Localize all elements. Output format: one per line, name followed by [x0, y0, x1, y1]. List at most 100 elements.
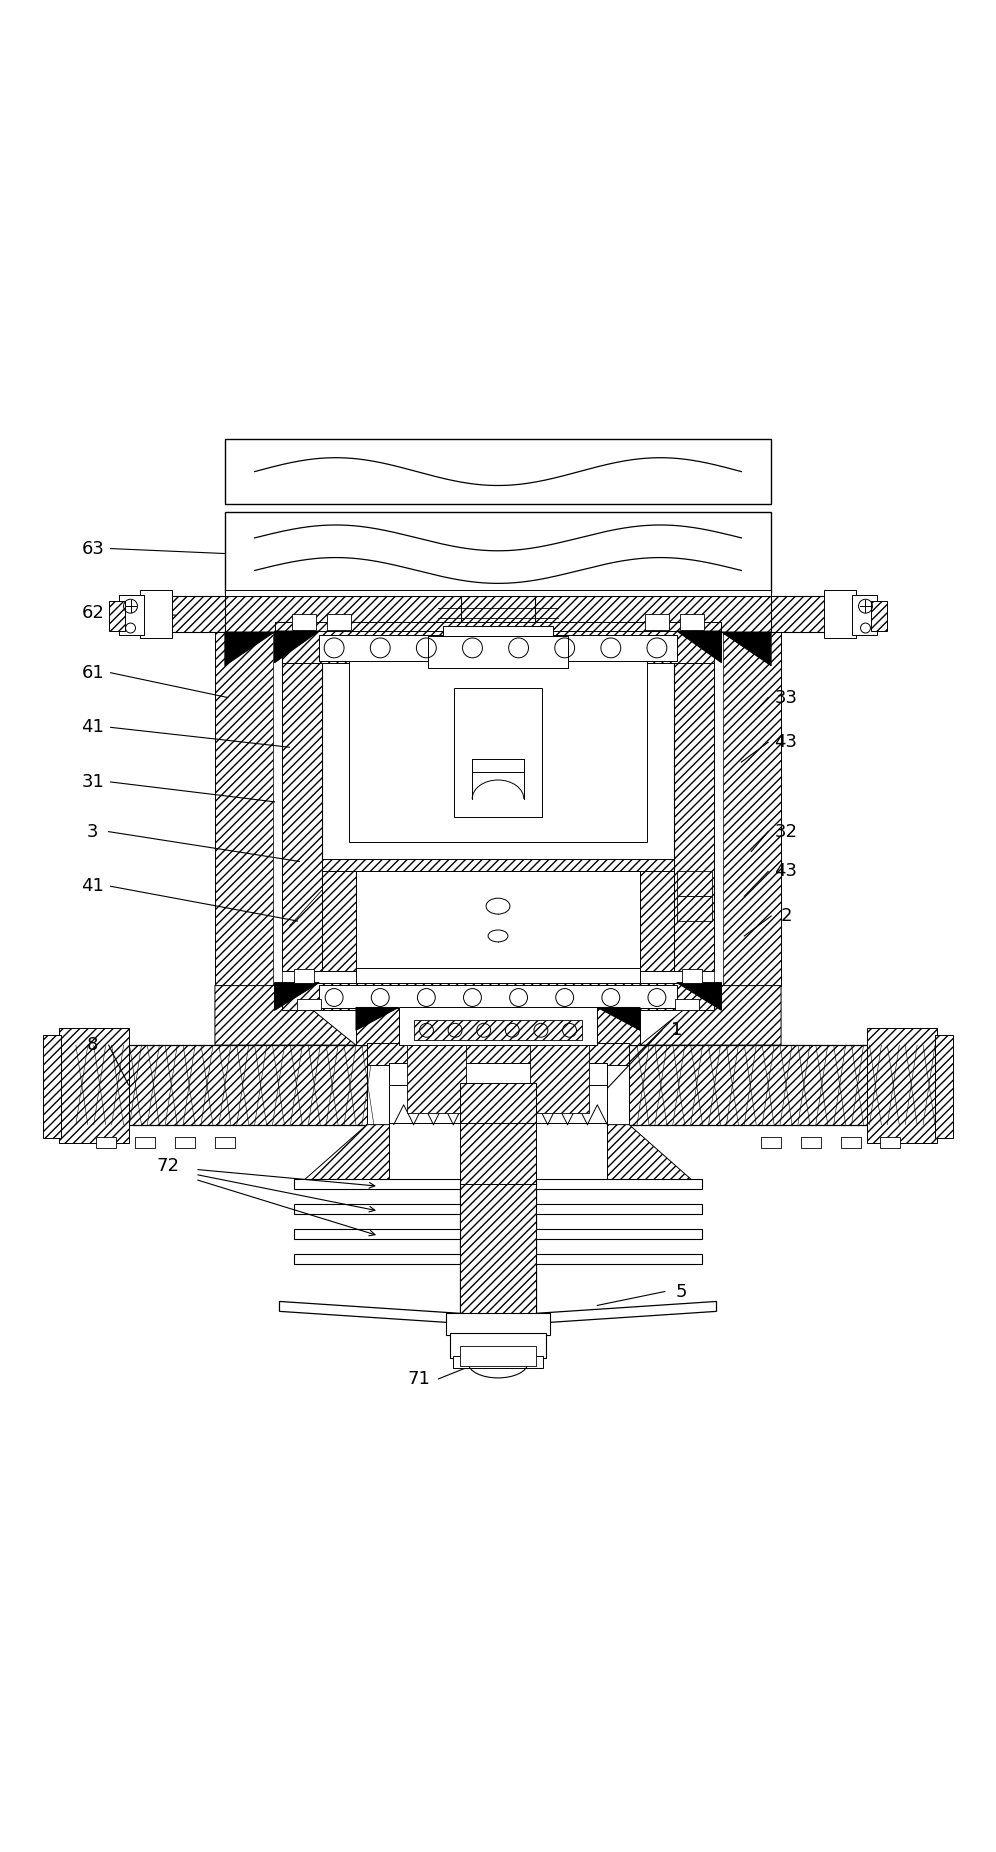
Bar: [356, 872, 640, 970]
Bar: [295, 1180, 460, 1189]
Bar: [935, 1035, 953, 1137]
Bar: [275, 622, 721, 632]
Bar: [446, 1313, 550, 1335]
Polygon shape: [280, 1302, 460, 1324]
Bar: [298, 998, 321, 1011]
Text: 31: 31: [82, 772, 105, 791]
Bar: [761, 1137, 781, 1148]
Bar: [674, 633, 713, 970]
Bar: [367, 1043, 629, 1065]
Bar: [295, 969, 315, 983]
Bar: [398, 1007, 598, 1045]
Bar: [629, 1045, 937, 1124]
Text: 71: 71: [407, 1370, 430, 1387]
Bar: [536, 1254, 701, 1263]
Polygon shape: [225, 632, 275, 665]
Bar: [225, 591, 771, 596]
Polygon shape: [275, 632, 320, 663]
Bar: [675, 998, 698, 1011]
Polygon shape: [598, 1007, 640, 1030]
Polygon shape: [676, 632, 721, 663]
Bar: [349, 657, 647, 841]
Bar: [295, 1254, 460, 1263]
Text: 3: 3: [87, 822, 99, 841]
Bar: [119, 594, 144, 635]
Bar: [225, 439, 771, 504]
Polygon shape: [356, 1007, 398, 1030]
Bar: [168, 596, 828, 632]
Polygon shape: [300, 1124, 696, 1183]
Text: 8: 8: [87, 1035, 99, 1054]
Bar: [460, 1083, 536, 1122]
Bar: [530, 1045, 590, 1113]
Bar: [295, 1230, 460, 1239]
Ellipse shape: [488, 930, 508, 943]
Bar: [96, 1137, 116, 1148]
Bar: [109, 602, 124, 632]
Polygon shape: [676, 983, 721, 1011]
Text: 32: 32: [775, 822, 798, 841]
Bar: [460, 1182, 536, 1333]
Bar: [713, 632, 723, 985]
Bar: [640, 872, 674, 970]
Bar: [327, 615, 351, 630]
Bar: [443, 626, 553, 635]
Ellipse shape: [486, 898, 510, 915]
Bar: [215, 1137, 235, 1148]
Bar: [880, 1137, 900, 1148]
Bar: [460, 1346, 536, 1367]
Polygon shape: [721, 632, 771, 665]
Bar: [388, 1063, 608, 1085]
Bar: [356, 969, 640, 985]
Bar: [454, 687, 542, 817]
Bar: [135, 1137, 155, 1148]
Bar: [293, 615, 317, 630]
Bar: [388, 1122, 608, 1183]
Bar: [872, 602, 887, 632]
Text: 2: 2: [780, 907, 792, 924]
Bar: [322, 859, 674, 872]
Bar: [450, 1333, 546, 1358]
Text: 1: 1: [671, 1020, 682, 1039]
Bar: [536, 1180, 701, 1189]
Bar: [428, 635, 568, 669]
Bar: [536, 1204, 701, 1215]
Bar: [322, 872, 356, 970]
Text: 41: 41: [82, 878, 105, 895]
Bar: [868, 1028, 937, 1143]
Text: 43: 43: [775, 863, 798, 880]
Bar: [43, 1035, 61, 1137]
Bar: [367, 1045, 629, 1124]
Bar: [406, 1045, 466, 1113]
Bar: [388, 1045, 608, 1124]
Bar: [322, 643, 674, 861]
Bar: [320, 635, 676, 661]
Bar: [679, 615, 703, 630]
Bar: [676, 896, 711, 920]
Polygon shape: [275, 983, 320, 1011]
Bar: [453, 1356, 543, 1369]
Bar: [273, 632, 283, 985]
Text: 72: 72: [156, 1158, 179, 1176]
Text: 62: 62: [82, 604, 105, 622]
Bar: [676, 872, 711, 896]
Bar: [536, 1230, 701, 1239]
Bar: [283, 633, 322, 970]
Bar: [824, 591, 856, 637]
Bar: [841, 1137, 861, 1148]
Polygon shape: [536, 1302, 716, 1324]
Text: 5: 5: [676, 1282, 687, 1300]
Bar: [225, 511, 771, 593]
Text: 63: 63: [82, 539, 105, 557]
Bar: [413, 1020, 583, 1041]
Bar: [460, 1122, 536, 1183]
Bar: [721, 632, 781, 985]
Bar: [283, 983, 713, 1011]
Text: 33: 33: [775, 689, 798, 707]
Bar: [801, 1137, 821, 1148]
Bar: [356, 1007, 640, 1045]
Bar: [140, 591, 172, 637]
Polygon shape: [640, 985, 781, 1045]
Bar: [645, 615, 669, 630]
Bar: [681, 969, 701, 983]
